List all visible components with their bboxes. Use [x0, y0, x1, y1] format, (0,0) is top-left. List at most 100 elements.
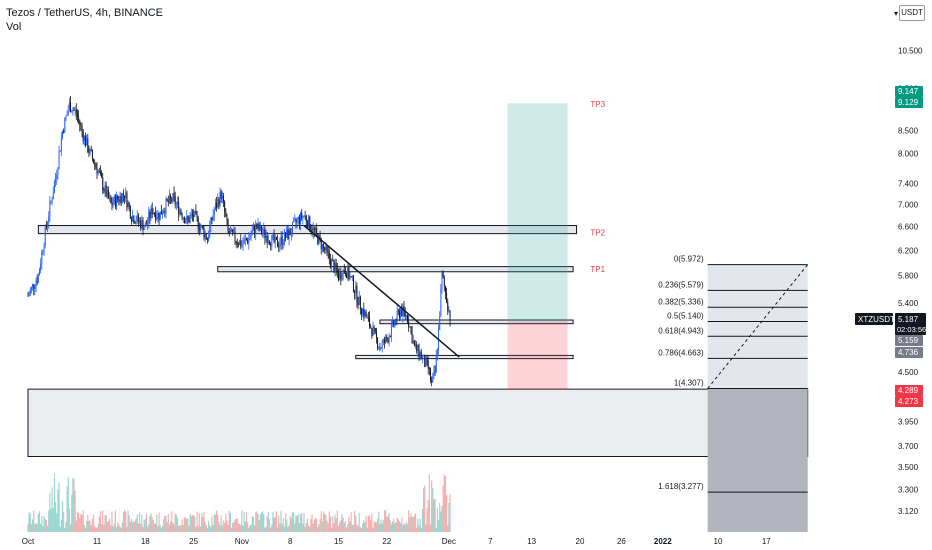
- candle-down: [335, 262, 337, 270]
- candle-up: [182, 217, 184, 219]
- volume-bar: [402, 525, 404, 532]
- volume-bar: [365, 515, 367, 532]
- candle-up: [251, 230, 253, 235]
- volume-bar: [360, 527, 363, 532]
- volume-bar: [282, 518, 284, 532]
- candle-down: [348, 267, 350, 280]
- volume-bar: [259, 514, 261, 532]
- candle-up: [37, 275, 39, 283]
- volume-bar: [193, 515, 195, 532]
- candle-down: [95, 163, 97, 168]
- candle-up: [249, 237, 251, 239]
- candle-up: [51, 199, 53, 201]
- price-axis[interactable]: 10.5009.5008.5008.0007.4007.0006.6006.20…: [855, 47, 926, 516]
- volume-bar: [194, 516, 196, 532]
- candle-down: [336, 269, 338, 273]
- candle-down: [320, 238, 322, 250]
- candle-up: [109, 197, 111, 199]
- price-tick-label: 4.500: [898, 368, 919, 377]
- candle-down: [277, 239, 279, 247]
- volume-bar: [212, 524, 214, 532]
- candle-down: [319, 235, 321, 239]
- candle-down: [203, 228, 205, 238]
- candle-up: [233, 231, 235, 233]
- fib-level-label: 0.382(5.336): [658, 297, 704, 306]
- volume-bar: [175, 514, 177, 532]
- candle-up: [139, 220, 141, 222]
- volume-bar: [99, 510, 102, 532]
- time-tick-label: 11: [93, 537, 102, 546]
- candle-up: [318, 235, 320, 245]
- candle-up: [29, 290, 31, 295]
- volume-bar: [414, 513, 417, 532]
- candle-up: [282, 243, 284, 245]
- candle-down: [317, 233, 319, 245]
- candle-down: [356, 285, 358, 303]
- candle-down: [164, 211, 166, 213]
- volume-bar: [359, 526, 361, 532]
- candle-up: [44, 226, 46, 246]
- volume-bar: [134, 520, 136, 532]
- time-tick-label: 10: [714, 537, 723, 546]
- volume-bar: [332, 516, 334, 532]
- candle-up: [28, 294, 30, 296]
- volume-bar: [160, 527, 162, 532]
- volume-bar: [304, 526, 306, 532]
- volume-bar: [349, 521, 351, 532]
- candle-up: [341, 278, 343, 280]
- volume-bar: [279, 523, 281, 532]
- volume-bar: [419, 518, 421, 532]
- candle-down: [408, 321, 410, 327]
- candle-down: [327, 250, 329, 253]
- price-tick-label: 3.700: [898, 442, 919, 451]
- volume-bar: [417, 518, 419, 532]
- time-axis[interactable]: Oct 11 18 25 Nov 8 15 22 Dec 7 13 20 26 2022 10 17: [22, 537, 772, 546]
- volume-bar: [92, 514, 95, 532]
- candle-up: [421, 356, 423, 358]
- volume-bar: [270, 527, 272, 532]
- volume-bar: [149, 515, 151, 532]
- candle-up: [135, 221, 137, 224]
- candle-up: [288, 229, 290, 240]
- price-tick-label: 3.500: [898, 463, 919, 472]
- candle-down: [124, 195, 126, 199]
- candle-up: [52, 192, 54, 200]
- volume-bar: [406, 523, 409, 532]
- candle-up: [50, 200, 52, 202]
- volume-bar: [256, 511, 258, 532]
- volume-bar: [197, 525, 199, 532]
- candle-up: [30, 286, 32, 291]
- time-tick-label: Nov: [235, 537, 249, 546]
- time-tick-label: 25: [189, 537, 198, 546]
- candle-down: [145, 223, 147, 225]
- long-position-tool[interactable]: [507, 103, 568, 391]
- candle-down: [418, 344, 420, 358]
- volume-bar: [403, 523, 405, 532]
- volume-bar: [58, 482, 60, 532]
- candle-down: [155, 213, 157, 220]
- candle-up: [378, 347, 380, 349]
- volume-bar: [182, 524, 184, 532]
- candle-down: [416, 344, 418, 352]
- candle-up: [177, 201, 178, 204]
- candle-down: [301, 212, 303, 219]
- candle-up: [212, 215, 214, 221]
- price-tick-label: 8.000: [898, 150, 919, 159]
- volume-bar: [368, 515, 371, 532]
- candle-up: [294, 219, 296, 221]
- currency-button[interactable]: ▾ USDT: [894, 5, 925, 21]
- candle-down: [170, 195, 172, 199]
- candle-down: [140, 220, 142, 229]
- candle-down: [309, 216, 311, 230]
- volume-bar: [274, 517, 276, 532]
- volume-bar: [260, 512, 263, 532]
- volume-bar: [59, 526, 61, 532]
- volume-bar: [409, 517, 411, 532]
- volume-bar: [366, 527, 368, 532]
- candle-down: [158, 212, 160, 221]
- volume-bar: [389, 520, 391, 532]
- candle-up: [448, 310, 450, 312]
- candle-down: [428, 367, 430, 369]
- volume-bar: [165, 516, 167, 532]
